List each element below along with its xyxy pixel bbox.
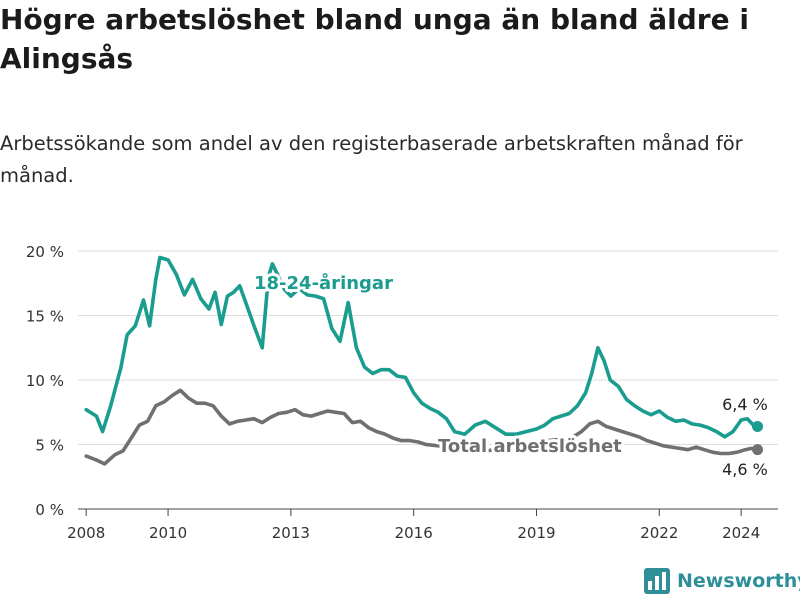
y-tick-label: 15 % [26, 308, 64, 326]
bar-chart-icon [644, 568, 670, 594]
x-tick-label: 2008 [67, 524, 105, 542]
series-labels: 18-24-åringar Total arbetslöshet 6,4 % 4,6 … [251, 269, 768, 479]
series-line-total [84, 388, 760, 466]
x-tick-label: 2022 [640, 524, 678, 542]
series-lines [84, 255, 764, 466]
line-chart: 0 %5 %10 %15 %20 % 2008 2010 2013 2016 2019 2… [26, 243, 778, 542]
y-axis: 0 % 5 % 10 % 15 % 20 % [26, 243, 64, 519]
chart-subtitle: Arbetssökande som andel av den registerb… [0, 132, 743, 187]
x-axis: 2008 2010 2013 2016 2019 2022 2024 [67, 509, 760, 542]
end-label-total: 4,6 % [722, 460, 768, 479]
y-tick-label: 0 % [35, 501, 64, 519]
brand-name: Newsworthy [677, 570, 800, 592]
series-label-18-24: 18-24-åringar [254, 272, 393, 294]
x-tick-label: 2013 [272, 524, 310, 542]
end-label-18-24: 6,4 % [722, 395, 768, 414]
x-tick-label: 2019 [517, 524, 555, 542]
series-line-18-24 [84, 255, 760, 439]
x-tick-label: 2016 [395, 524, 433, 542]
brand-logo[interactable]: Newsworthy [644, 568, 800, 594]
end-point-18-24 [752, 420, 764, 432]
chart-title: Högre arbetslöshet bland unga än bland ä… [0, 3, 749, 75]
series-label-total: Total arbetslöshet [438, 436, 622, 457]
y-tick-label: 10 % [26, 372, 64, 390]
x-tick-label: 2010 [149, 524, 187, 542]
x-tick-label: 2024 [722, 524, 760, 542]
end-point-total [752, 444, 764, 456]
y-tick-label: 20 % [26, 243, 64, 261]
y-tick-label: 5 % [35, 437, 64, 455]
